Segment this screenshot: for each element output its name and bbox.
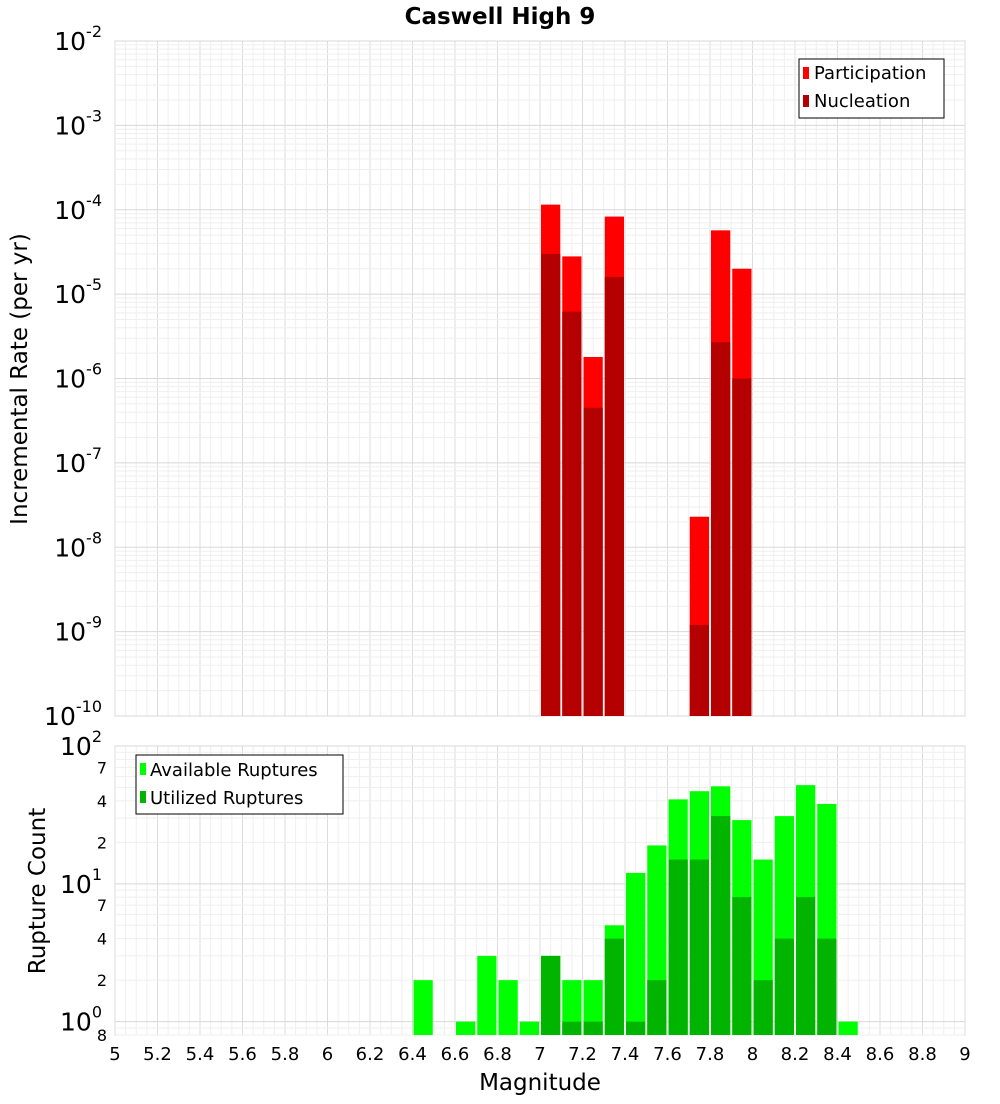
x-tick-label: 8.8 <box>908 1044 937 1065</box>
x-tick-label: 8.6 <box>866 1044 895 1065</box>
bar-utilized-ruptures-8.35 <box>817 938 837 1035</box>
top-y-tick-label: 10-6 <box>54 360 102 394</box>
bottom-y-tick-label: 2 <box>97 833 107 852</box>
bar-nucleation-7.75 <box>689 624 709 716</box>
x-tick-label: 8 <box>747 1044 758 1065</box>
bar-available-ruptures-6.65 <box>456 1021 476 1035</box>
x-tick-label: 5 <box>109 1044 120 1065</box>
x-tick-label: 7.6 <box>653 1044 682 1065</box>
x-tick-label: 5.6 <box>228 1044 257 1065</box>
bar-utilized-ruptures-7.85 <box>711 816 731 1035</box>
bar-utilized-ruptures-7.75 <box>689 859 709 1035</box>
x-tick-label: 7 <box>534 1044 545 1065</box>
bar-available-ruptures-7.15 <box>562 980 582 1035</box>
bottom-y-tick-label: 2 <box>97 971 107 990</box>
x-tick-label: 6.4 <box>398 1044 427 1065</box>
bottom-bars <box>413 785 858 1035</box>
bottom-y-axis-label: Rupture Count <box>25 808 51 974</box>
bar-available-ruptures-6.45 <box>413 980 433 1035</box>
bar-available-ruptures-7.25 <box>583 980 603 1035</box>
bottom-y-tick-label: 4 <box>97 930 107 949</box>
top-y-tick-label: 10-5 <box>54 275 102 309</box>
x-tick-label: 7.4 <box>611 1044 640 1065</box>
top-y-axis-label: Incremental Rate (per yr) <box>7 233 33 525</box>
legend-participation-swatch <box>803 67 809 79</box>
bar-utilized-ruptures-7.15 <box>562 1021 582 1035</box>
x-tick-label: 5.8 <box>271 1044 300 1065</box>
top-y-tick-label: 10-3 <box>54 106 102 140</box>
bottom-legend: Available Ruptures Utilized Ruptures <box>135 754 344 815</box>
legend-participation-label: Participation <box>814 63 926 84</box>
bottom-y-tick-label: 102 <box>60 727 102 761</box>
top-bars <box>541 204 752 717</box>
bottom-y-tick-label: 7 <box>97 896 107 915</box>
bar-nucleation-7.35 <box>604 276 624 716</box>
top-y-tick-labels: 10-2 10-3 10-4 10-5 10-6 10-7 10-8 10-9 10-10 <box>44 22 102 731</box>
legend-utilized-label: Utilized Ruptures <box>150 788 303 809</box>
bar-available-ruptures-6.95 <box>519 1021 539 1035</box>
bottom-y-tick-label: 101 <box>60 865 102 899</box>
bar-utilized-ruptures-7.45 <box>626 1021 646 1035</box>
bar-utilized-ruptures-8.05 <box>753 980 773 1035</box>
top-gridlines <box>114 40 966 717</box>
x-tick-label: 6 <box>322 1044 333 1065</box>
bar-utilized-ruptures-8.15 <box>774 938 794 1035</box>
bar-utilized-ruptures-7.65 <box>668 859 688 1035</box>
chart-title: Caswell High 9 <box>405 4 596 30</box>
top-y-tick-label: 10-9 <box>54 613 102 647</box>
x-tick-labels: 5 5.2 5.4 5.6 5.8 6 6.2 6.4 6.6 6.8 7 7.2 7.4 7.6 7.8 8… <box>109 1044 970 1065</box>
bar-utilized-ruptures-7.95 <box>732 897 752 1035</box>
bar-utilized-ruptures-7.35 <box>604 938 624 1035</box>
bar-utilized-ruptures-7.05 <box>541 955 561 1035</box>
x-tick-label: 6.8 <box>483 1044 512 1065</box>
top-y-tick-label: 10-4 <box>54 191 102 225</box>
x-tick-label: 7.8 <box>696 1044 725 1065</box>
legend-available-swatch <box>140 763 146 775</box>
bottom-y-tick-label: 4 <box>97 792 107 811</box>
legend-available-label: Available Ruptures <box>150 760 318 781</box>
legend-utilized-swatch <box>140 791 146 803</box>
x-tick-label: 6.2 <box>356 1044 385 1065</box>
top-y-tick-label: 10-2 <box>54 22 102 56</box>
x-tick-label: 5.4 <box>186 1044 215 1065</box>
bar-utilized-ruptures-8.25 <box>796 897 816 1035</box>
legend-nucleation-label: Nucleation <box>814 91 910 112</box>
top-y-tick-label: 10-10 <box>44 697 102 731</box>
bar-nucleation-7.25 <box>583 407 603 716</box>
bar-available-ruptures-6.75 <box>477 955 497 1035</box>
top-y-tick-label: 10-7 <box>54 444 102 478</box>
x-tick-label: 9 <box>959 1044 970 1065</box>
bar-utilized-ruptures-7.55 <box>647 980 667 1035</box>
bar-nucleation-7.95 <box>732 378 752 716</box>
x-tick-label: 8.4 <box>823 1044 852 1065</box>
bar-nucleation-7.85 <box>711 342 731 716</box>
top-legend: Participation Nucleation <box>798 58 945 119</box>
x-tick-label: 7.2 <box>568 1044 597 1065</box>
bottom-y-tick-label: 100 <box>60 1003 102 1037</box>
bar-available-ruptures-7.45 <box>626 872 646 1035</box>
x-tick-label: 5.2 <box>143 1044 172 1065</box>
x-tick-label: 8.2 <box>781 1044 810 1065</box>
bottom-y-tick-label: 8 <box>97 1026 107 1045</box>
bar-nucleation-7.05 <box>541 253 561 716</box>
bottom-y-tick-label: 7 <box>97 758 107 777</box>
bar-utilized-ruptures-7.25 <box>583 1021 603 1035</box>
top-y-tick-label: 10-8 <box>54 528 102 562</box>
x-tick-label: 6.6 <box>441 1044 470 1065</box>
bar-available-ruptures-8.45 <box>838 1021 858 1035</box>
bar-nucleation-7.15 <box>562 311 582 716</box>
x-axis-label: Magnitude <box>479 1070 601 1096</box>
bar-available-ruptures-6.85 <box>498 980 518 1035</box>
legend-nucleation-swatch <box>803 95 809 107</box>
